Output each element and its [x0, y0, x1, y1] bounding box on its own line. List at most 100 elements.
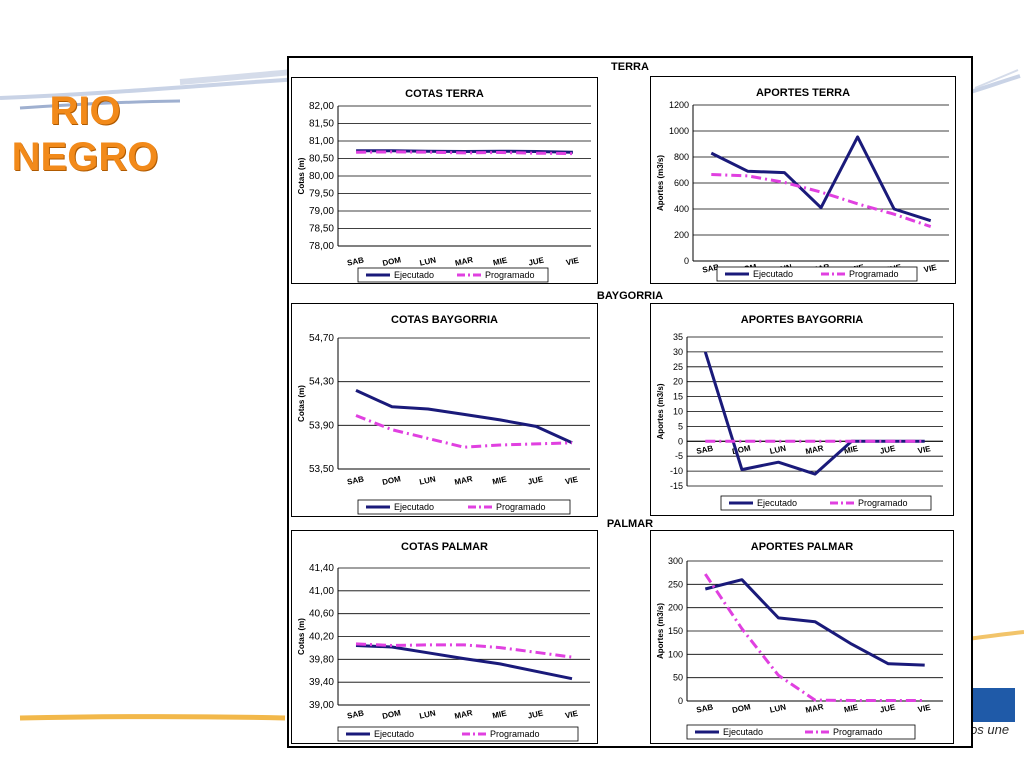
y-tick-label: 1200	[669, 100, 689, 110]
x-tick-label: MAR	[454, 708, 474, 721]
chart-cotas-terra: COTAS TERRA 78,00 78,50 79,00 79,50 80,00 80,…	[291, 77, 598, 284]
x-tick-label: SAB	[346, 708, 365, 720]
y-axis-label: Aportes (m3/s)	[656, 155, 665, 211]
x-tick-label: DOM	[731, 702, 751, 715]
x-tick-label: MIE	[492, 256, 508, 268]
x-tick-label: MAR	[805, 444, 825, 457]
y-tick-label: 25	[673, 362, 683, 372]
x-tick-label: MAR	[805, 702, 825, 715]
legend-label-programado: Programado	[833, 727, 883, 737]
y-tick-label: 35	[673, 332, 683, 342]
y-tick-label: 0	[678, 436, 683, 446]
y-tick-label: 81,00	[309, 136, 334, 147]
y-tick-label: 53,90	[309, 420, 334, 431]
series-line-ejecutado	[703, 351, 925, 476]
legend-box	[716, 266, 918, 282]
x-tick-label: MAR	[454, 255, 474, 268]
x-tick-label: MIE	[843, 444, 859, 456]
chart-title: APORTES PALMAR	[750, 541, 854, 553]
chart-plot: 020040060080010001200SABDOMLUNMARMIEJUEV…	[656, 100, 949, 282]
y-tick-label: 80,50	[309, 154, 334, 165]
y-tick-label: 30	[673, 347, 683, 357]
y-tick-label: 600	[674, 178, 689, 188]
legend-box	[686, 724, 916, 740]
chart-plot: 53,50 53,90 54,30 54,70 SAB DOM LUN MAR MIE JUE VI…	[297, 333, 590, 515]
x-tick-label: MIE	[843, 703, 859, 715]
y-tick-label: 50	[673, 673, 683, 683]
x-tick-label: VIE	[917, 444, 932, 456]
y-tick-label: -10	[670, 466, 683, 476]
y-tick-label: 40,20	[309, 632, 334, 643]
y-tick-label: 250	[668, 579, 683, 589]
chart-plot: 0 50 100 150 200 250 300 SAB DOM LUN MAR MIE JUE VIE A…	[656, 556, 943, 740]
y-tick-label: 20	[673, 377, 683, 387]
y-tick-label: 40,60	[309, 609, 334, 620]
legend-label-ejecutado: Ejecutado	[374, 729, 414, 739]
section-title-baygorria: BAYGORRIA	[596, 290, 664, 302]
legend-label-ejecutado: Ejecutado	[753, 269, 793, 279]
x-tick-label: SAB	[696, 702, 715, 714]
x-tick-label: MIE	[492, 475, 508, 487]
y-tick-label: 5	[678, 421, 683, 431]
y-tick-label: 53,50	[309, 464, 334, 475]
x-tick-label: SAB	[346, 474, 365, 486]
legend-label-ejecutado: Ejecutado	[394, 502, 434, 512]
section-title-palmar: PALMAR	[606, 518, 654, 530]
y-axis-label: Cotas (m)	[297, 157, 306, 194]
series-line-ejecutado	[710, 135, 932, 223]
chart-title: COTAS TERRA	[405, 88, 484, 100]
chart-title: COTAS BAYGORRIA	[391, 314, 498, 326]
x-tick-label: LUN	[769, 702, 787, 714]
y-axis-label: Aportes (m3/s)	[656, 383, 665, 439]
x-tick-label: DOM	[382, 255, 402, 268]
y-tick-label: 39,80	[309, 654, 334, 665]
x-tick-label: JUE	[879, 702, 897, 714]
x-tick-label: DOM	[381, 474, 401, 487]
y-tick-label: 300	[668, 556, 683, 566]
y-tick-label: 200	[674, 230, 689, 240]
x-tick-label: VIE	[564, 709, 579, 721]
y-tick-label: 41,40	[309, 563, 334, 574]
slide-title-line2: NEGRO	[11, 135, 159, 179]
y-tick-label: 79,00	[309, 206, 334, 217]
legend-label-programado: Programado	[490, 729, 540, 739]
x-tick-label: SAB	[346, 255, 365, 267]
chart-plot: 78,00 78,50 79,00 79,50 80,00 80,50 81,00 81,50…	[297, 101, 591, 283]
chart-aportes-terra: APORTES TERRA 020040060080010001200SABDO…	[650, 76, 956, 284]
y-tick-label: -5	[675, 451, 683, 461]
series-line-ejecutado	[355, 389, 573, 445]
chart-plot: 39,00 39,40 39,80 40,20 40,60 41,00 41,40 SAB DO…	[297, 563, 590, 742]
x-tick-label: DOM	[381, 708, 401, 721]
legend-label-ejecutado: Ejecutado	[757, 498, 797, 508]
x-tick-label: MAR	[454, 474, 474, 487]
y-tick-label: 400	[674, 204, 689, 214]
x-tick-label: LUN	[418, 474, 436, 486]
x-tick-label: JUE	[879, 444, 897, 456]
legend-label-programado: Programado	[858, 498, 908, 508]
chart-aportes-palmar: APORTES PALMAR 0 50 100 150 200 250 300 SAB DOM L…	[650, 530, 954, 744]
x-tick-label: VIE	[917, 703, 932, 715]
y-tick-label: -15	[670, 481, 683, 491]
x-tick-label: SAB	[702, 262, 721, 274]
y-tick-label: 0	[678, 696, 683, 706]
y-tick-label: 78,00	[309, 241, 334, 252]
y-tick-label: 39,00	[309, 700, 334, 711]
y-tick-label: 54,70	[309, 333, 334, 344]
y-tick-label: 82,00	[309, 101, 334, 112]
chart-cotas-baygorria: COTAS BAYGORRIA 53,50 53,90 54,30 54,70 SAB D…	[291, 303, 598, 517]
x-tick-label: VIE	[923, 263, 938, 275]
slide-title: RIO NEGRO	[10, 88, 160, 180]
y-tick-label: 150	[668, 626, 683, 636]
y-tick-label: 80,00	[309, 171, 334, 182]
x-tick-label: SAB	[696, 444, 715, 456]
x-tick-label: VIE	[564, 475, 579, 487]
x-tick-label: JUE	[527, 474, 545, 486]
x-tick-label: LUN	[418, 708, 436, 720]
series-line-ejecutado	[355, 644, 573, 681]
x-tick-label: LUN	[419, 255, 437, 267]
y-axis-label: Cotas (m)	[297, 618, 306, 655]
series-line-ejecutado	[704, 578, 925, 667]
x-tick-label: LUN	[769, 444, 787, 456]
legend-label-programado: Programado	[496, 502, 546, 512]
